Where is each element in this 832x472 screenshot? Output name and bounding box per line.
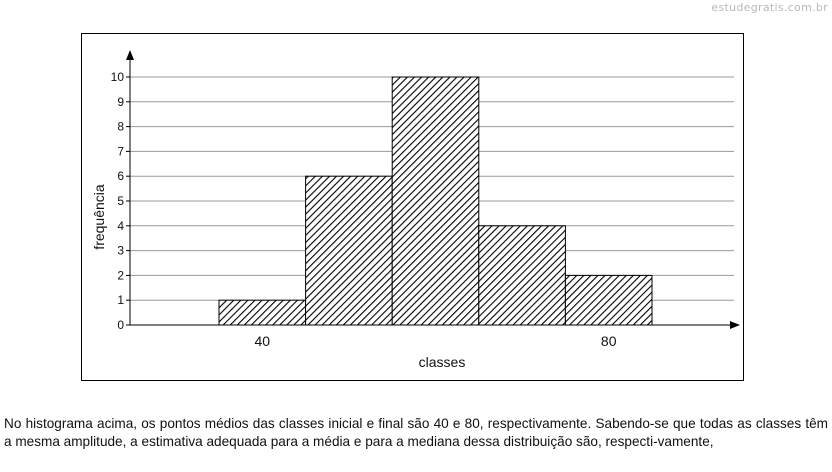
y-tick-label: 9 [117,95,124,109]
y-tick-label: 2 [117,268,124,282]
histogram-chart: 0 1 2 3 4 5 6 7 8 9 10 40 80 frequência classes [91,50,740,370]
y-tick-label: 4 [117,219,124,233]
y-tick-label: 3 [117,244,124,258]
bar [478,225,566,326]
y-axis-arrow [126,50,134,60]
x-axis-label: classes [419,354,466,370]
x-axis-arrow [730,321,740,329]
y-tick-label: 0 [117,318,124,332]
y-tick-label: 7 [117,144,124,158]
y-tick-label: 8 [117,120,124,134]
question-text: No histograma acima, os pontos médios da… [4,416,828,449]
bar [305,175,393,326]
watermark: estudegratis.com.br [711,1,828,14]
bar [218,299,307,326]
chart-frame: 0 1 2 3 4 5 6 7 8 9 10 40 80 frequência classes [81,33,744,381]
tick-labels: 0 1 2 3 4 5 6 7 8 9 10 40 80 [111,70,617,349]
axes [126,50,740,329]
y-axis-label: frequência [91,184,107,250]
y-tick-label: 1 [117,293,124,307]
y-tick-label: 6 [117,169,124,183]
y-tick-label: 5 [117,194,124,208]
bar [391,76,480,326]
bar [564,274,653,326]
x-tick-label: 80 [601,333,617,349]
x-tick-label: 40 [255,333,271,349]
y-tick-label: 10 [111,70,125,84]
